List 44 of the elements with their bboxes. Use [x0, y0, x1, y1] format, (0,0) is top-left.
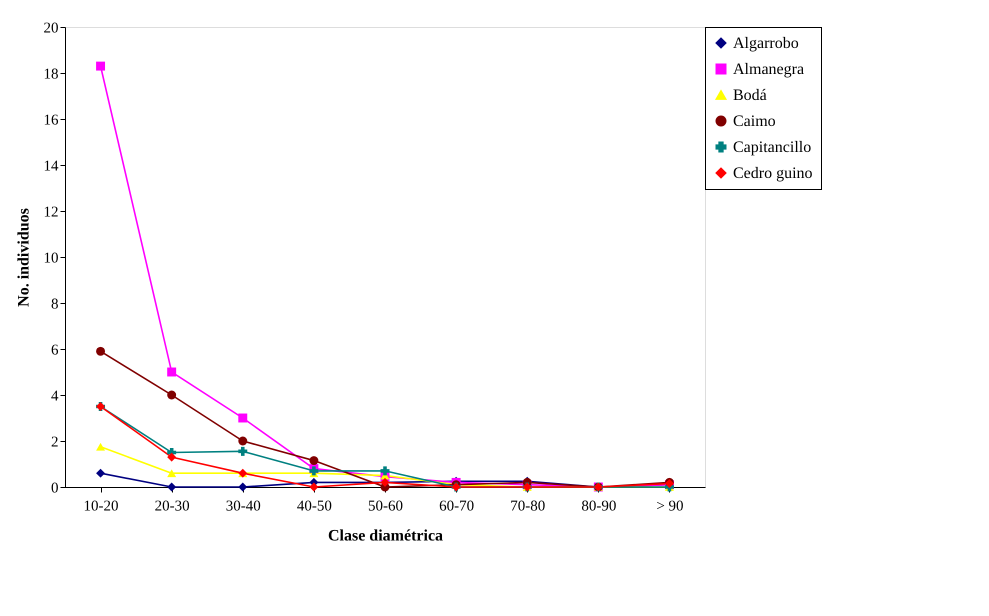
point — [380, 466, 390, 476]
legend-label: Almanegra — [733, 61, 804, 78]
point — [238, 436, 248, 446]
point — [96, 468, 106, 478]
legend-label: Cedro guino — [733, 165, 813, 182]
point — [167, 482, 176, 492]
y-tick-label: 12 — [44, 204, 58, 220]
x-tick-label: 10-20 — [84, 498, 119, 514]
point — [96, 346, 106, 356]
x-tick-label: 50-60 — [368, 498, 403, 514]
point — [96, 442, 106, 451]
y-tick-label: 14 — [44, 158, 59, 174]
y-tick-label: 6 — [51, 342, 59, 358]
point — [96, 62, 106, 71]
y-tick-label: 2 — [51, 434, 58, 450]
y-tick-label: 20 — [44, 20, 58, 36]
y-tick-label: 10 — [44, 250, 58, 266]
point — [238, 482, 248, 492]
point — [238, 414, 248, 422]
y-tick-label: 16 — [44, 112, 59, 128]
legend-label: Caimo — [733, 113, 776, 130]
x-tick-label: 20-30 — [154, 498, 190, 514]
point — [309, 456, 318, 466]
point — [167, 469, 176, 478]
point — [309, 482, 318, 492]
x-tick-label: 70-80 — [510, 498, 546, 514]
x-tick-label: > 90 — [656, 498, 684, 514]
point — [238, 446, 248, 456]
legend-label: Algarrobo — [733, 35, 799, 52]
y-tick-label: 4 — [51, 388, 59, 404]
y-tick-label: 8 — [51, 296, 58, 312]
point — [167, 390, 176, 400]
x-tick-label: 30-40 — [226, 498, 261, 514]
y-axis-title: No. individuos — [16, 208, 32, 307]
point — [167, 368, 176, 376]
legend-label: Capitancillo — [733, 139, 812, 156]
y-tick-label: 0 — [51, 480, 58, 496]
x-tick-label: 80-90 — [581, 498, 616, 514]
point — [167, 452, 176, 462]
x-tick-label: 60-70 — [439, 498, 474, 514]
y-tick-label: 18 — [44, 66, 58, 82]
x-axis-title: Clase diamétrica — [328, 528, 444, 544]
x-tick-label: 40-50 — [296, 498, 332, 514]
legend-label: Bodá — [733, 87, 767, 104]
